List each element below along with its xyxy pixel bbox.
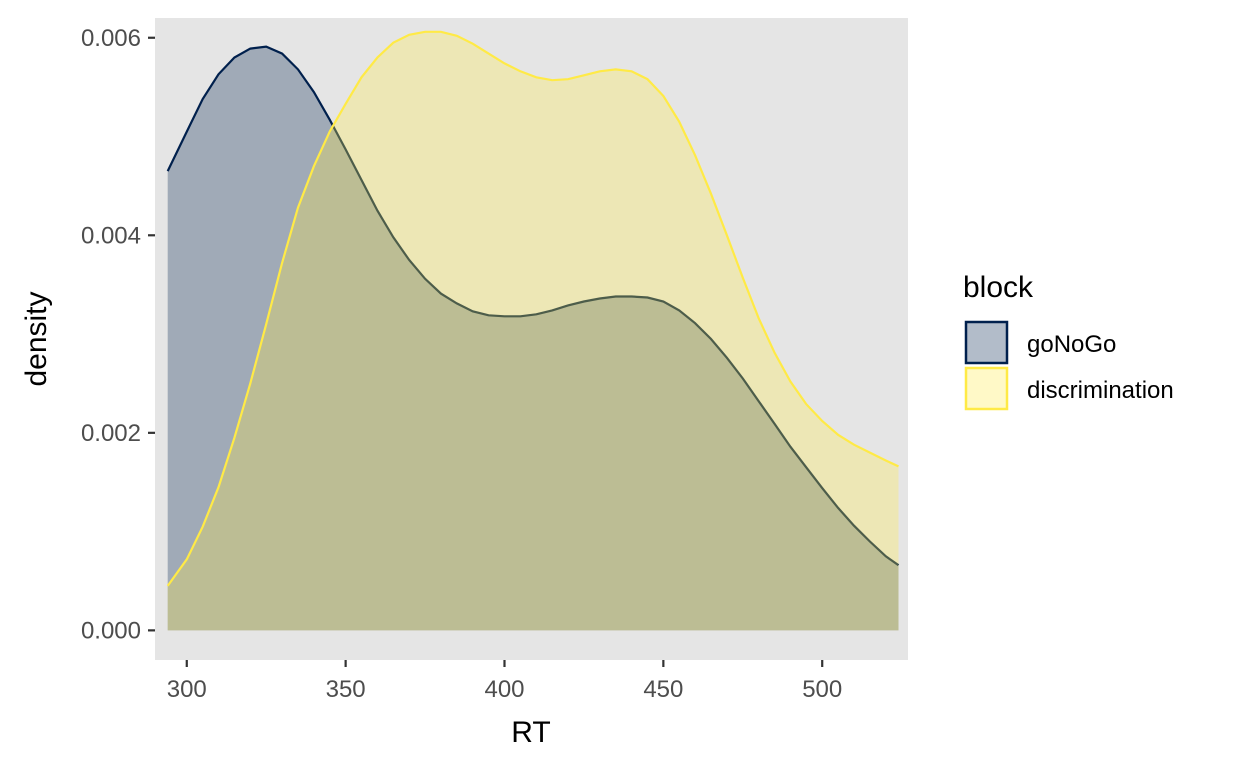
legend-key-bg-discrimination [966, 368, 1007, 409]
x-axis: 300 350 400 450 500 [167, 660, 842, 703]
legend-key-discrimination [964, 366, 1009, 411]
legend-label-gonogo: goNoGo [1027, 331, 1116, 358]
x-tick-label: 500 [802, 676, 842, 703]
x-tick-label: 350 [326, 676, 366, 703]
panel-background [155, 18, 908, 660]
series-gonogo-area [167, 46, 899, 631]
series-discrimination-area [167, 31, 899, 631]
series-gonogo-line [166, 45, 900, 567]
y-tick-label: 0.002 [81, 420, 141, 447]
legend-entries: goNoGo discrimination [964, 320, 1174, 411]
y-tick-label: 0.006 [81, 25, 141, 52]
y-axis-title: density [20, 291, 53, 386]
y-axis: 0.000 0.002 0.004 0.006 [81, 25, 155, 644]
series-discrimination-line [166, 30, 899, 587]
x-tick-label: 300 [167, 676, 207, 703]
legend-key-bg-gonogo [966, 322, 1007, 363]
y-tick-label: 0.000 [81, 617, 141, 644]
x-tick-label: 450 [643, 676, 683, 703]
legend-title: block [963, 271, 1034, 304]
x-tick-label: 400 [484, 676, 524, 703]
legend-key-gonogo [964, 320, 1009, 365]
series-layer [166, 30, 900, 631]
y-tick-label: 0.004 [81, 222, 141, 249]
legend-label-discrimination: discrimination [1027, 377, 1174, 404]
legend: block goNoGo discrimination [963, 271, 1174, 411]
x-axis-title: RT [511, 716, 550, 749]
